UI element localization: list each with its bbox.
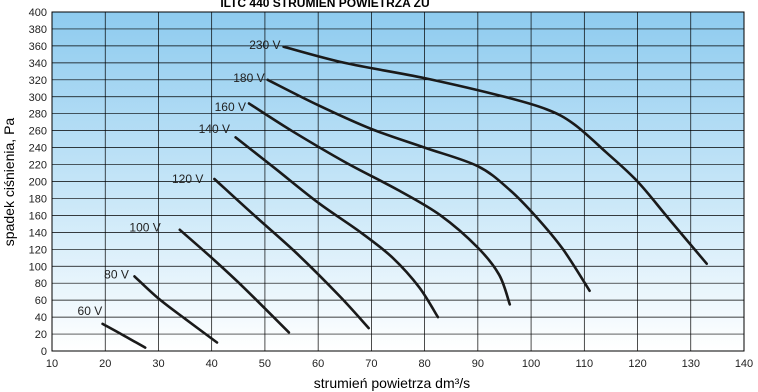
chart-title: ILTC 440 STRUMIEŃ POWIETRZA ZU	[220, 0, 429, 10]
x-tick-label: 80	[418, 358, 430, 370]
x-axis-label: strumień powietrza dm³/s	[314, 375, 470, 391]
series-line-120v	[213, 177, 370, 330]
series-line-180v	[266, 78, 591, 293]
series-line-80v	[133, 275, 219, 344]
x-tick-label: 90	[472, 358, 484, 370]
y-tick-label: 340	[29, 58, 47, 70]
series-line-140v	[234, 136, 440, 319]
x-tick-label: 40	[206, 358, 218, 370]
y-tick-label: 20	[35, 329, 47, 341]
y-tick-label: 300	[29, 92, 47, 104]
x-tick-label: 60	[312, 358, 324, 370]
series-label: 180 V	[233, 71, 264, 85]
series-label: 230 V	[249, 38, 280, 52]
series-curves	[101, 45, 708, 349]
series-line-60v	[101, 322, 147, 349]
y-axis-label: spadek ciśnienia, Pa	[1, 118, 17, 247]
x-tick-label: 120	[628, 358, 646, 370]
series-label: 100 V	[129, 220, 160, 234]
y-tick-label: 160	[29, 210, 47, 222]
series-line-100v	[178, 228, 291, 334]
y-tick-labels: 0 20 40 60 80 100 120 140 160 180 200 220 240 260 280 3…	[29, 7, 47, 358]
y-tick-label: 200	[29, 177, 47, 189]
y-tick-label: 120	[29, 244, 47, 256]
y-tick-label: 260	[29, 126, 47, 138]
series-label: 140 V	[199, 122, 230, 136]
series-label: 80 V	[104, 268, 129, 282]
x-tick-label: 30	[152, 358, 164, 370]
series-label: 60 V	[78, 304, 103, 318]
series-label: 160 V	[215, 100, 246, 114]
y-tick-label: 220	[29, 160, 47, 172]
series-line-160v	[247, 102, 512, 306]
x-tick-labels: 10 20 30 40 50 60 70 80 90 100 110 120 130 140	[46, 358, 753, 370]
y-tick-label: 80	[35, 278, 47, 290]
y-tick-label: 180	[29, 193, 47, 205]
y-tick-label: 360	[29, 41, 47, 53]
x-tick-label: 130	[682, 358, 700, 370]
series-labels: 60 V 80 V 100 V 120 V 140 V 160 V 180 V 230 V	[78, 38, 281, 318]
x-tick-label: 100	[522, 358, 540, 370]
series-line-230v	[282, 45, 708, 265]
x-tick-label: 110	[576, 358, 594, 370]
x-tick-label: 70	[365, 358, 377, 370]
y-tick-label: 400	[29, 7, 47, 19]
grid	[51, 11, 745, 352]
y-tick-label: 280	[29, 109, 47, 121]
y-tick-label: 60	[35, 295, 47, 307]
y-tick-label: 320	[29, 75, 47, 87]
x-tick-label: 50	[259, 358, 271, 370]
y-tick-label: 100	[29, 261, 47, 273]
series-label: 120 V	[172, 172, 203, 186]
x-tick-label: 10	[46, 358, 58, 370]
y-tick-label: 0	[41, 346, 47, 358]
x-tick-label: 20	[99, 358, 111, 370]
y-tick-label: 380	[29, 24, 47, 36]
x-tick-label: 140	[735, 358, 753, 370]
y-tick-label: 40	[35, 312, 47, 324]
y-tick-label: 140	[29, 227, 47, 239]
y-tick-label: 240	[29, 143, 47, 155]
